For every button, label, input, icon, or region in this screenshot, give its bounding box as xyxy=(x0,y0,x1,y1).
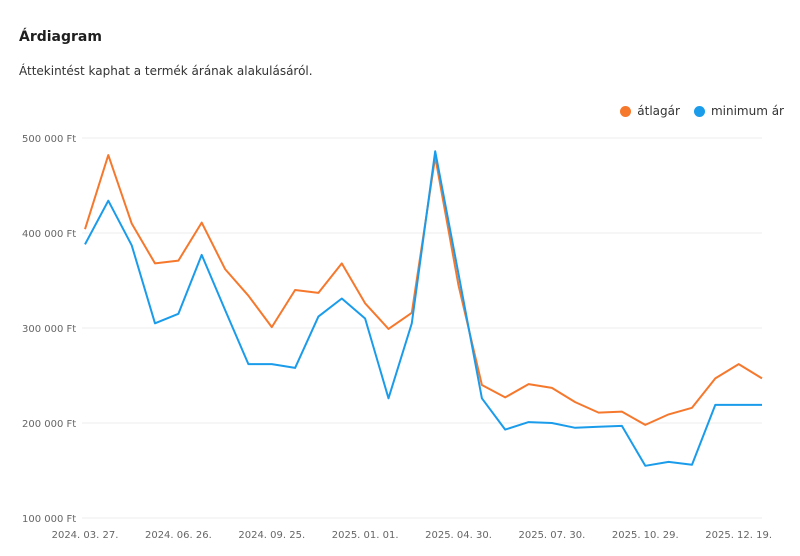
data-point-average[interactable] xyxy=(665,410,673,418)
data-point-minimum[interactable] xyxy=(268,360,276,368)
series-layer xyxy=(81,147,766,470)
data-point-minimum[interactable] xyxy=(571,424,579,432)
data-point-average[interactable] xyxy=(595,409,603,417)
data-point-minimum[interactable] xyxy=(478,394,486,402)
legend-dot-average xyxy=(620,105,632,117)
data-point-average[interactable] xyxy=(548,384,556,392)
data-point-minimum[interactable] xyxy=(758,401,766,409)
data-point-minimum[interactable] xyxy=(641,462,649,470)
series-line-average[interactable] xyxy=(84,154,763,426)
x-tick-label: 2024. 03. 27. xyxy=(52,530,119,541)
data-point-average[interactable] xyxy=(198,219,206,227)
data-point-average[interactable] xyxy=(104,151,112,159)
data-point-minimum[interactable] xyxy=(735,401,743,409)
data-point-average[interactable] xyxy=(711,374,719,382)
y-tick-label: 500 000 Ft xyxy=(22,134,76,145)
x-axis: 2024. 03. 27. 2024. 06. 26. 2024. 09. 25. 2… xyxy=(52,530,772,541)
data-point-minimum[interactable] xyxy=(361,315,369,323)
data-point-minimum[interactable] xyxy=(711,401,719,409)
data-point-average[interactable] xyxy=(361,299,369,307)
data-point-minimum[interactable] xyxy=(174,310,182,318)
data-point-average[interactable] xyxy=(525,380,533,388)
data-point-minimum[interactable] xyxy=(314,313,322,321)
data-point-minimum[interactable] xyxy=(501,426,509,434)
legend-label-average: átlagár xyxy=(637,104,680,118)
data-point-average[interactable] xyxy=(268,323,276,331)
data-point-average[interactable] xyxy=(221,265,229,273)
data-point-average[interactable] xyxy=(758,374,766,382)
y-tick-label: 400 000 Ft xyxy=(22,229,76,240)
data-point-average[interactable] xyxy=(735,360,743,368)
legend-dot-minimum xyxy=(693,105,705,117)
x-tick-label: 2025. 07. 30. xyxy=(518,530,585,541)
data-point-minimum[interactable] xyxy=(104,197,112,205)
data-point-minimum[interactable] xyxy=(525,418,533,426)
data-point-minimum[interactable] xyxy=(128,241,136,249)
data-point-minimum[interactable] xyxy=(198,251,206,259)
data-point-average[interactable] xyxy=(314,289,322,297)
data-point-average[interactable] xyxy=(384,325,392,333)
data-point-minimum[interactable] xyxy=(338,295,346,303)
data-point-minimum[interactable] xyxy=(221,306,229,314)
data-point-minimum[interactable] xyxy=(688,461,696,469)
data-point-average[interactable] xyxy=(81,225,89,233)
legend-item-average[interactable]: átlagár xyxy=(620,104,680,118)
data-point-minimum[interactable] xyxy=(595,423,603,431)
x-tick-label: 2024. 09. 25. xyxy=(238,530,305,541)
x-tick-label: 2025. 10. 29. xyxy=(612,530,679,541)
data-point-average[interactable] xyxy=(244,292,252,300)
data-point-average[interactable] xyxy=(408,309,416,317)
data-point-minimum[interactable] xyxy=(244,360,252,368)
data-point-minimum[interactable] xyxy=(151,319,159,327)
data-point-minimum[interactable] xyxy=(291,364,299,372)
chart-title: Árdiagram xyxy=(19,29,102,45)
data-point-average[interactable] xyxy=(151,259,159,267)
x-tick-label: 2025. 04. 30. xyxy=(425,530,492,541)
grid-layer xyxy=(82,137,762,519)
data-point-average[interactable] xyxy=(291,286,299,294)
data-point-average[interactable] xyxy=(571,398,579,406)
x-tick-label: 2025. 01. 01. xyxy=(332,530,399,541)
y-tick-label: 300 000 Ft xyxy=(22,324,76,335)
chart-legend: átlagár minimum ár xyxy=(620,104,784,118)
data-point-minimum[interactable] xyxy=(81,240,89,248)
y-tick-label: 200 000 Ft xyxy=(22,419,76,430)
data-point-average[interactable] xyxy=(688,404,696,412)
legend-label-minimum: minimum ár xyxy=(710,104,784,118)
series-line-minimum[interactable] xyxy=(84,150,762,467)
data-point-minimum[interactable] xyxy=(384,394,392,402)
data-point-average[interactable] xyxy=(618,408,626,416)
data-point-average[interactable] xyxy=(128,220,136,228)
data-point-minimum[interactable] xyxy=(665,458,673,466)
y-axis: 100 000 Ft 200 000 Ft 300 000 Ft 400 000 Ft… xyxy=(22,134,76,525)
x-tick-label: 2025. 12. 19. xyxy=(705,530,772,541)
legend-item-minimum[interactable]: minimum ár xyxy=(693,104,784,118)
data-point-minimum[interactable] xyxy=(431,147,439,155)
data-point-minimum[interactable] xyxy=(408,319,416,327)
data-point-minimum[interactable] xyxy=(618,422,626,430)
data-point-average[interactable] xyxy=(338,259,346,267)
data-point-average[interactable] xyxy=(501,393,509,401)
chart-subtitle: Áttekintést kaphat a termék árának alaku… xyxy=(19,64,313,78)
data-point-minimum[interactable] xyxy=(548,419,556,427)
data-point-average[interactable] xyxy=(174,257,182,265)
data-point-average[interactable] xyxy=(641,421,649,429)
y-tick-label: 100 000 Ft xyxy=(22,514,76,525)
data-point-minimum[interactable] xyxy=(455,270,463,278)
x-tick-label: 2024. 06. 26. xyxy=(145,530,212,541)
